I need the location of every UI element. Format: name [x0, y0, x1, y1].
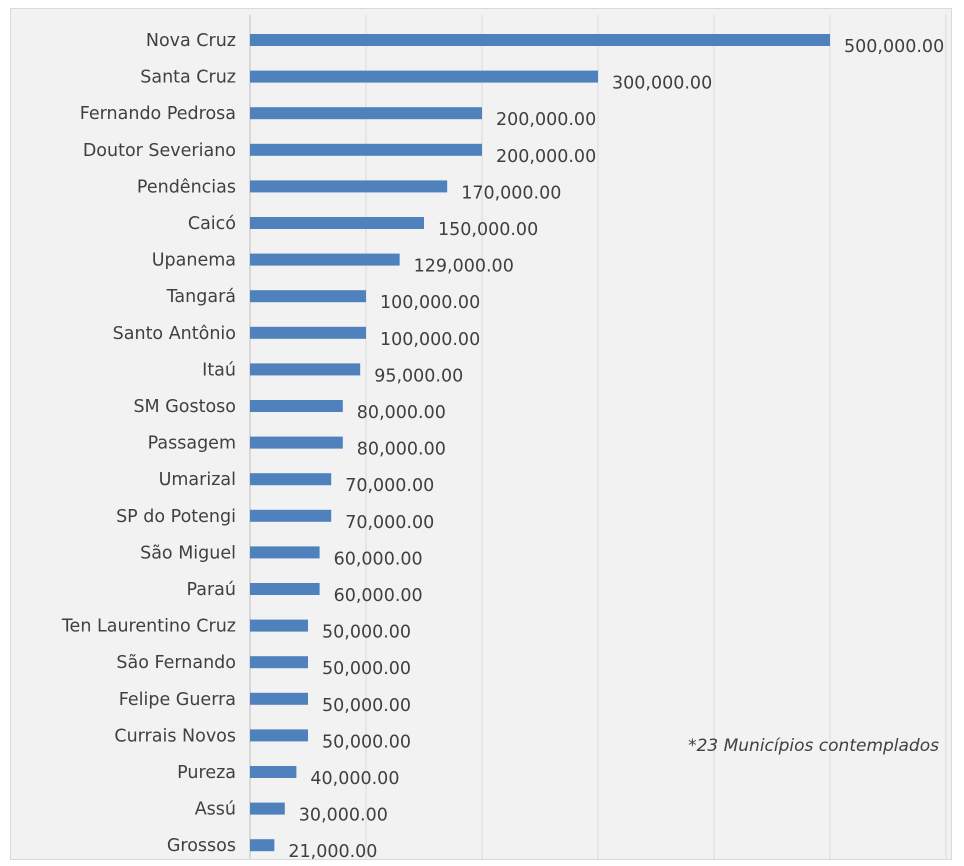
category-label: Paraú — [186, 580, 236, 600]
category-label: Tangará — [166, 287, 236, 307]
data-label: 129,000.00 — [414, 257, 514, 277]
data-label: 95,000.00 — [374, 366, 463, 386]
category-labels: Nova Cruz Santa Cruz Fernando Pedrosa Douto… — [61, 31, 236, 856]
data-label: 50,000.00 — [322, 659, 411, 679]
bar — [250, 473, 332, 486]
data-label: 60,000.00 — [334, 549, 423, 569]
bar — [250, 839, 275, 852]
data-label: 50,000.00 — [322, 732, 411, 752]
data-label: 70,000.00 — [345, 476, 434, 496]
data-label: 30,000.00 — [299, 806, 388, 826]
category-label: Umarizal — [159, 470, 236, 490]
category-label: Nova Cruz — [146, 31, 236, 51]
category-label: Upanema — [152, 251, 236, 271]
category-label: Currais Novos — [114, 726, 236, 746]
category-label: Pureza — [177, 763, 236, 783]
bar — [250, 217, 424, 229]
category-label: Grossos — [167, 836, 236, 856]
category-label: Itaú — [202, 360, 236, 380]
category-label: Pendências — [137, 177, 236, 197]
category-label: Ten Laurentino Cruz — [61, 617, 236, 637]
bar — [250, 290, 366, 303]
category-label: Felipe Guerra — [119, 690, 236, 710]
bar — [250, 509, 332, 522]
data-label: 50,000.00 — [322, 696, 411, 716]
bar — [250, 400, 343, 412]
bar — [250, 436, 343, 449]
data-label: 150,000.00 — [438, 220, 538, 240]
bar — [250, 363, 361, 376]
bar — [250, 326, 366, 339]
data-label: 100,000.00 — [380, 293, 480, 313]
data-label: 21,000.00 — [288, 842, 377, 861]
bars — [250, 34, 830, 852]
bar — [250, 656, 308, 669]
category-label: São Fernando — [116, 653, 236, 673]
bar — [250, 583, 320, 595]
bar — [250, 70, 598, 83]
bar — [250, 766, 297, 778]
data-label: 170,000.00 — [461, 183, 561, 203]
category-label: Santa Cruz — [140, 68, 236, 88]
bar — [250, 107, 482, 120]
category-label: Santo Antônio — [113, 324, 236, 344]
bar — [250, 253, 400, 266]
category-label: São Miguel — [140, 543, 236, 563]
category-label: Doutor Severiano — [83, 141, 236, 161]
footnote-annotation: *23 Municípios contemplados — [688, 736, 939, 756]
bar — [250, 802, 285, 815]
bar — [250, 143, 482, 156]
bar — [250, 692, 308, 705]
category-label: Caicó — [188, 214, 236, 234]
category-label: Assú — [195, 800, 236, 820]
bar — [250, 34, 830, 46]
bar — [250, 729, 308, 742]
bar-chart: Nova Cruz Santa Cruz Fernando Pedrosa Douto… — [61, 15, 947, 861]
data-label: 500,000.00 — [844, 37, 944, 57]
data-label: 60,000.00 — [334, 586, 423, 606]
category-label: SM Gostoso — [133, 397, 236, 417]
category-label: SP do Potengi — [116, 507, 236, 527]
data-label: 50,000.00 — [322, 623, 411, 643]
data-label: 200,000.00 — [496, 147, 596, 167]
data-label: 40,000.00 — [310, 769, 399, 789]
data-label: 70,000.00 — [345, 513, 434, 533]
data-label: 80,000.00 — [357, 403, 446, 423]
chart-area: Nova Cruz Santa Cruz Fernando Pedrosa Douto… — [10, 8, 952, 861]
bar — [250, 180, 448, 193]
bar — [250, 619, 308, 632]
data-label: 300,000.00 — [612, 74, 712, 94]
value-labels: 500,000.00 300,000.00 200,000.00 200,000.00… — [288, 37, 944, 861]
data-label: 80,000.00 — [357, 440, 446, 460]
data-label: 200,000.00 — [496, 110, 596, 130]
bar — [250, 546, 320, 559]
category-label: Fernando Pedrosa — [80, 104, 236, 124]
category-label: Passagem — [148, 434, 236, 454]
data-label: 100,000.00 — [380, 330, 480, 350]
